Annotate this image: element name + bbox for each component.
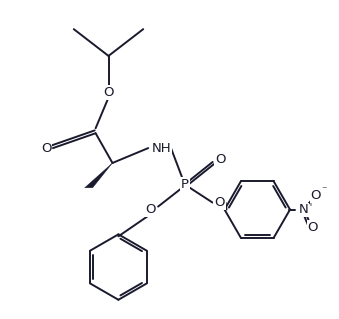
Text: O: O bbox=[311, 189, 321, 202]
Text: P: P bbox=[181, 178, 189, 191]
Text: ⁻: ⁻ bbox=[321, 186, 326, 196]
Text: O: O bbox=[214, 196, 225, 209]
Text: N: N bbox=[299, 203, 309, 216]
Text: O: O bbox=[41, 142, 51, 155]
Text: O: O bbox=[215, 153, 226, 167]
Text: O: O bbox=[145, 203, 155, 216]
Text: +: + bbox=[306, 198, 314, 208]
Text: NH: NH bbox=[151, 142, 171, 155]
Polygon shape bbox=[85, 163, 113, 188]
Text: O: O bbox=[103, 86, 114, 99]
Text: O: O bbox=[307, 221, 318, 234]
